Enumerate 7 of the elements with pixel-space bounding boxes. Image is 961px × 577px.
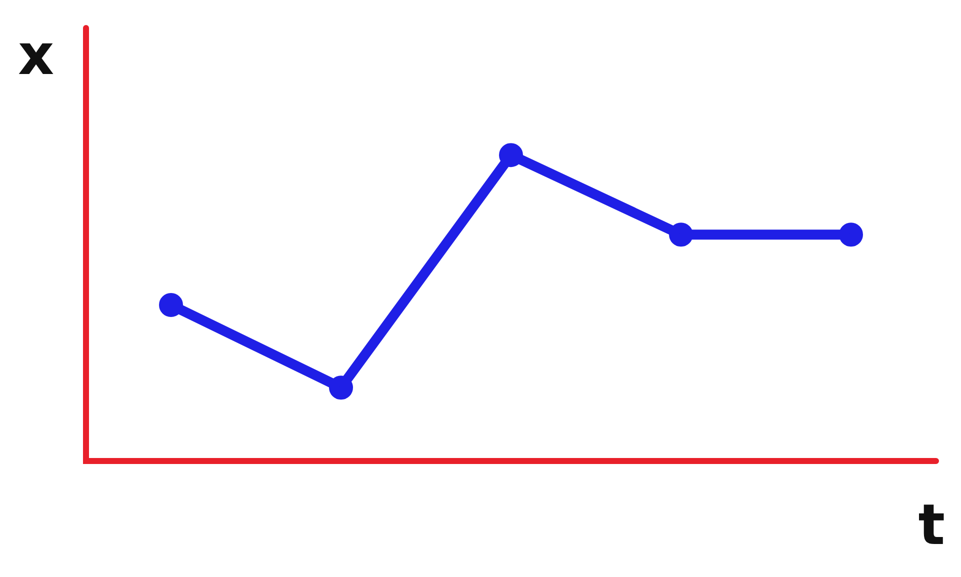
point	[159, 292, 183, 317]
y-axis-title: x	[18, 23, 54, 88]
point	[329, 376, 353, 400]
point	[499, 143, 523, 168]
point	[669, 222, 693, 247]
x-axis-title: t	[918, 493, 945, 558]
point	[839, 222, 863, 247]
